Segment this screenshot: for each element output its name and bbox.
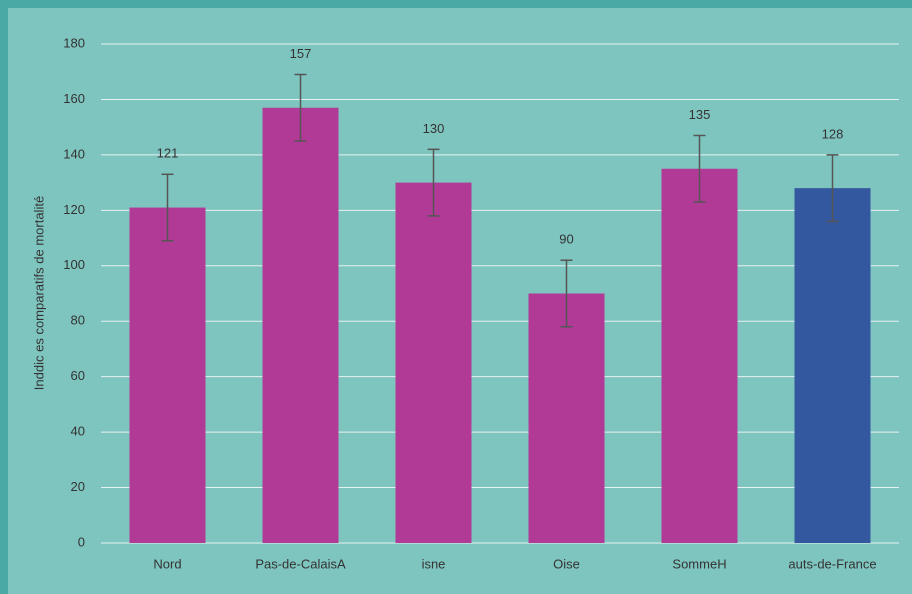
x-tick-label: Pas-de-CalaisA [255,556,346,571]
bar [661,168,738,543]
y-tick-label: 60 [71,368,85,383]
value-label: 128 [822,126,844,141]
value-label: 90 [559,232,573,247]
value-label: 157 [290,46,312,61]
y-tick-label: 0 [78,534,85,549]
y-tick-label: 140 [63,146,85,161]
x-tick-label: SommeH [672,556,726,571]
error-bar [693,134,706,203]
error-bar [161,173,174,242]
error-bar [826,154,839,223]
y-tick-label: 120 [63,202,85,217]
x-tick-label: Nord [153,556,181,571]
bar [528,293,605,543]
bar [262,107,339,543]
value-label: 130 [423,121,445,136]
y-tick-label: 20 [71,479,85,494]
value-label: 135 [689,107,711,122]
bar [129,207,206,544]
y-tick-label: 180 [63,35,85,50]
bar [794,188,871,543]
y-tick-label: 40 [71,424,85,439]
error-bar [560,259,573,328]
error-bar [427,148,440,217]
y-tick-label: 160 [63,91,85,106]
y-axis-title: Inddic es comparatifs de mortalité [31,196,46,390]
x-tick-label: isne [422,556,446,571]
y-tick-label: 80 [71,313,85,328]
error-bar [294,73,307,142]
x-tick-label: Oise [553,556,580,571]
y-tick-label: 100 [63,257,85,272]
bar [395,182,472,543]
value-label: 121 [157,146,179,161]
x-tick-label: auts-de-France [788,556,876,571]
